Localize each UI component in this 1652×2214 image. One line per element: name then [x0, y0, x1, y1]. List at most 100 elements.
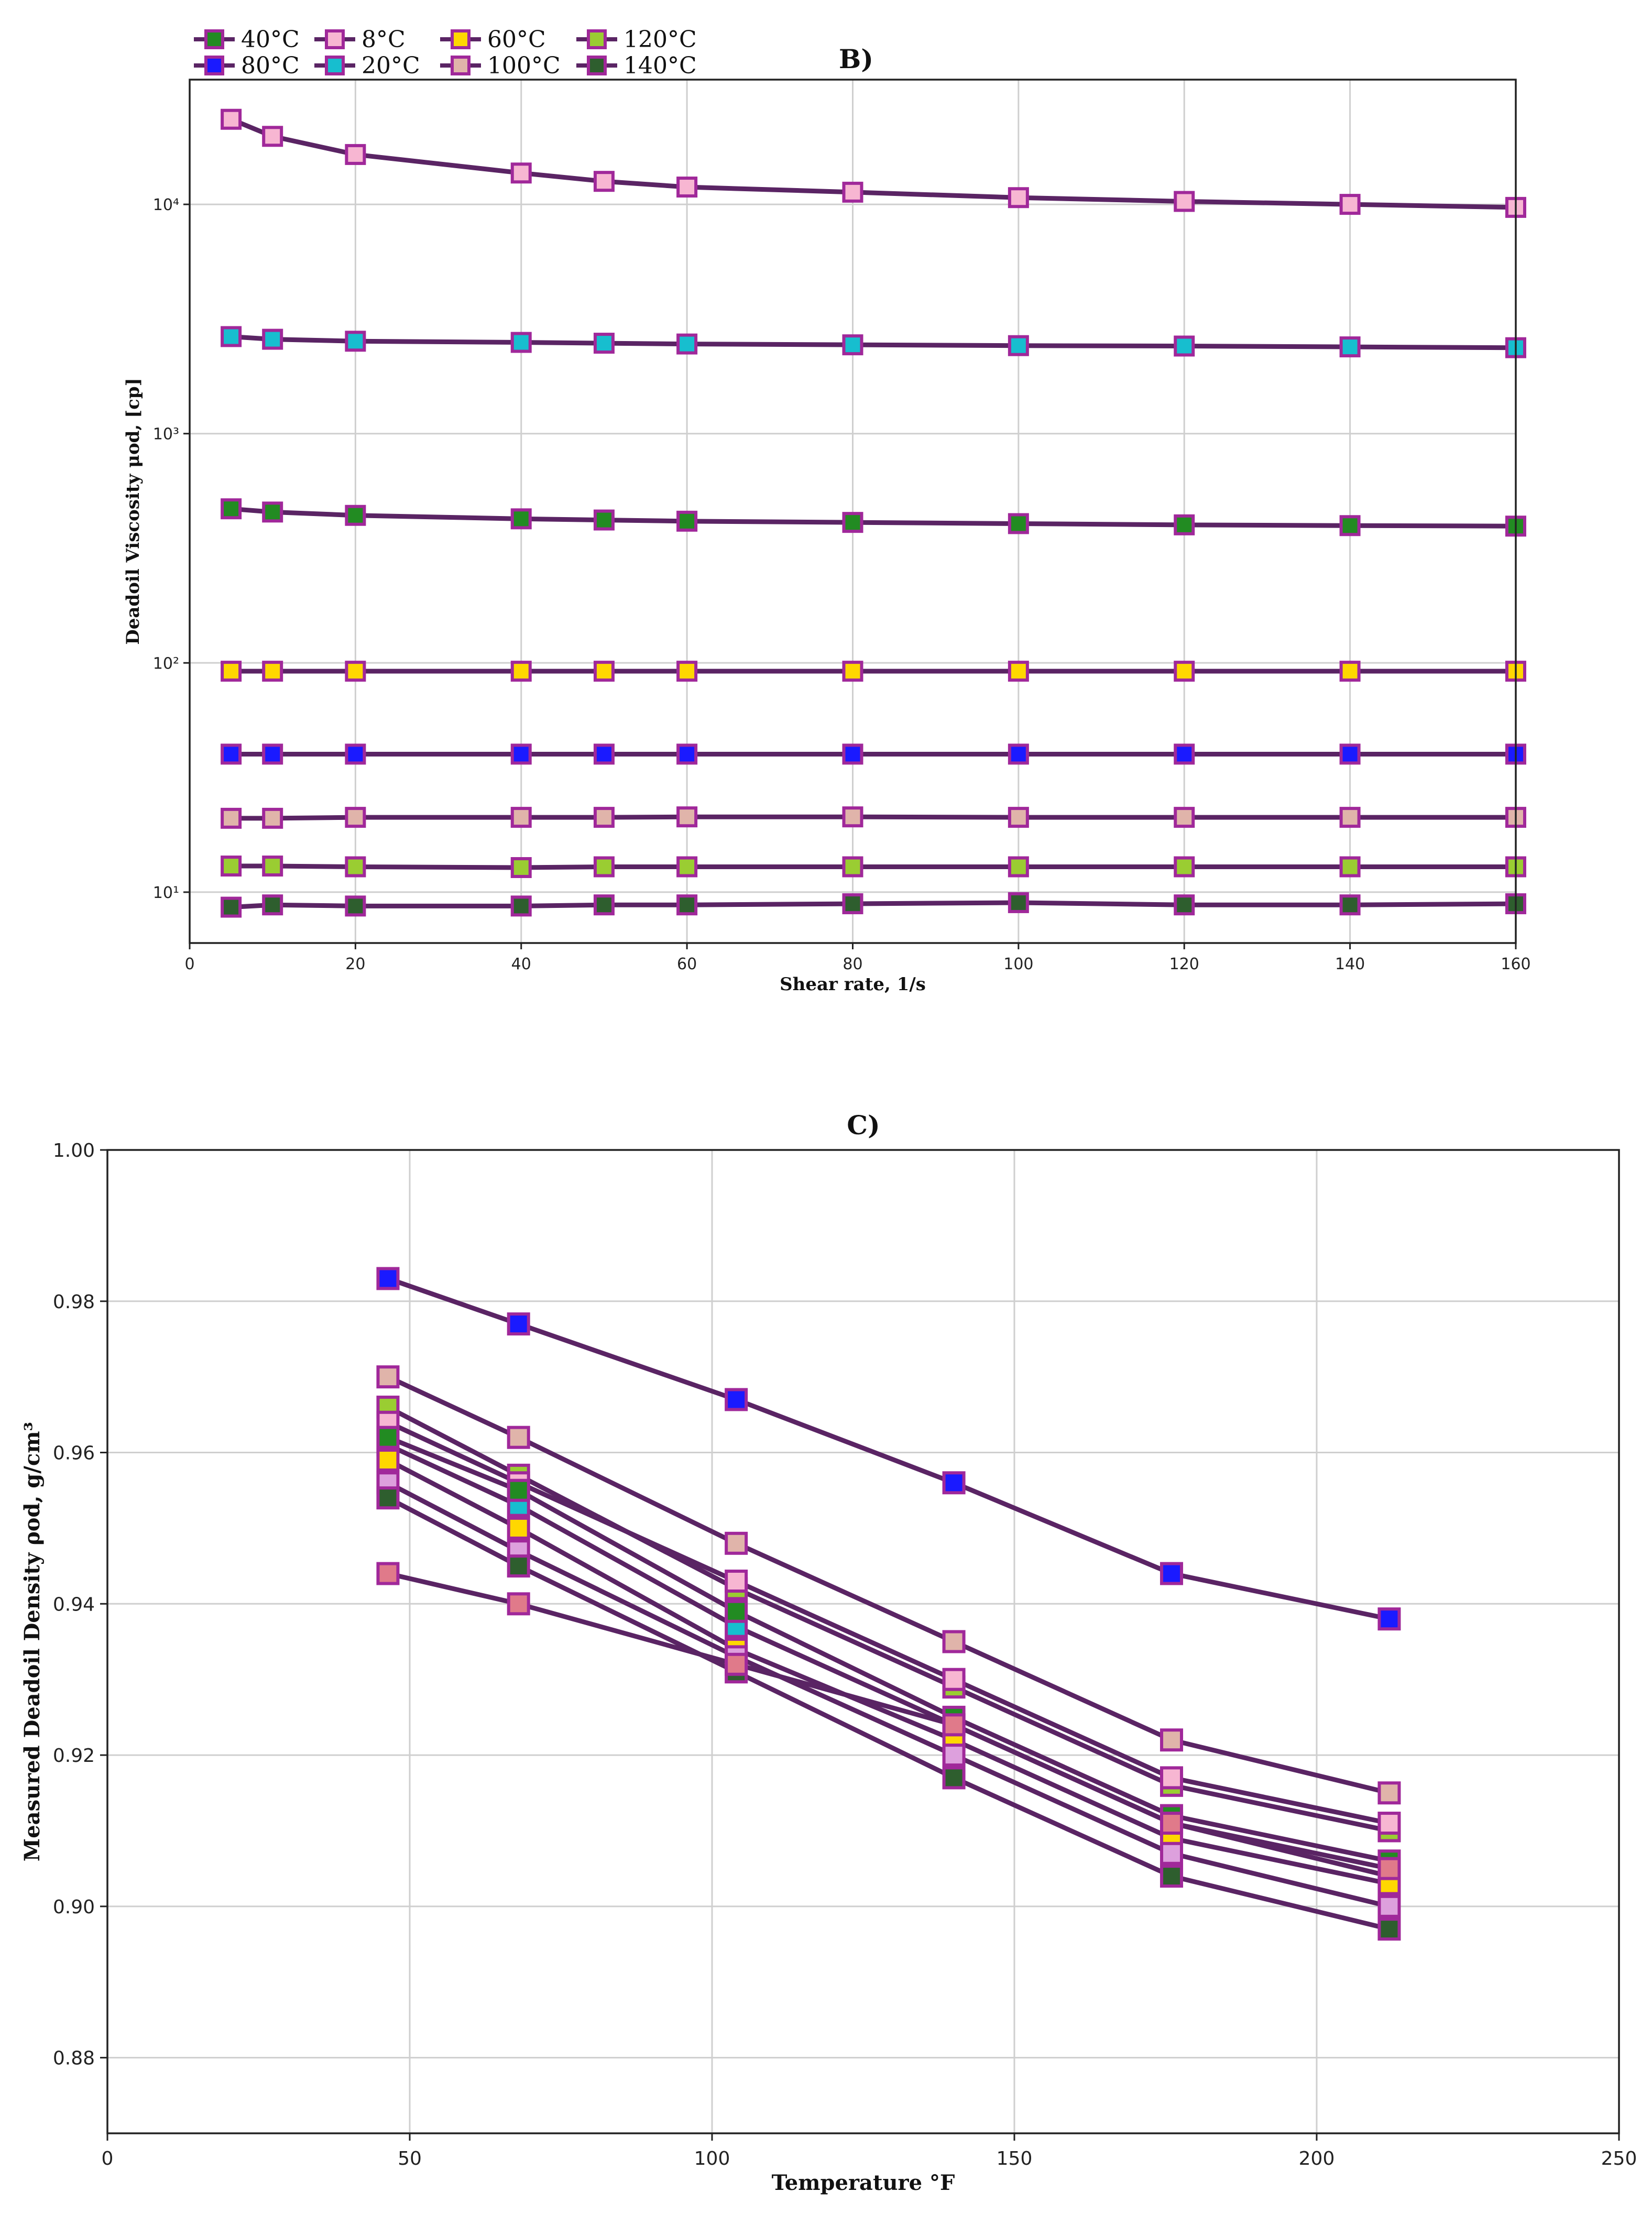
chart-b-data-point — [593, 743, 615, 765]
chart-b-legend-label: 100°C — [487, 52, 561, 79]
chart-b-legend-item: 8°C — [314, 26, 406, 53]
chart-b-data-point — [510, 332, 532, 353]
chart-b-data-point — [676, 806, 698, 828]
chart-b-data-point — [1174, 807, 1195, 828]
chart-c-y-tick-label: 0.92 — [53, 1745, 95, 1767]
chart-c-data-point — [1160, 1728, 1184, 1752]
chart-c-data-point — [1377, 1607, 1401, 1631]
chart-b-legend-swatch — [587, 56, 607, 75]
chart-b-data-point — [221, 856, 242, 877]
chart-b-data-point — [1174, 514, 1195, 535]
chart-b-data-point — [1008, 335, 1029, 356]
chart-b-legend-item: 40°C — [194, 26, 300, 53]
chart-b-legend-label: 80°C — [241, 52, 300, 79]
chart-c-data-point — [507, 1554, 530, 1578]
chart-b-data-point — [345, 743, 366, 765]
chart-c-data-point — [942, 1668, 966, 1691]
chart-c-series-line — [387, 1405, 1390, 1833]
chart-b-data-point — [842, 661, 863, 682]
chart-b-data-point — [1174, 894, 1195, 916]
chart-b-legend-swatch — [204, 29, 224, 49]
chart-c-x-tick-label: 200 — [1299, 2148, 1335, 2169]
chart-b-title: B) — [839, 43, 873, 74]
chart-b-data-point — [676, 177, 698, 198]
chart-b-data-point — [1339, 336, 1361, 358]
chart-c-data-point — [376, 1562, 400, 1585]
chart-b-data-point — [262, 743, 283, 765]
chart-b-data-point — [676, 510, 698, 532]
chart-b-data-point — [1339, 515, 1361, 536]
chart-b-x-tick-label: 140 — [1335, 955, 1365, 973]
chart-b-legend-swatch — [204, 56, 224, 75]
chart-c-series-line — [387, 1276, 1390, 1621]
chart-b-data-point — [1008, 892, 1029, 913]
chart-b-series-line — [231, 863, 1516, 870]
chart-b-data-point — [842, 893, 863, 915]
chart-b-data-point — [1008, 187, 1029, 209]
chart-c-x-tick-label: 50 — [398, 2148, 422, 2169]
chart-b-y-tick-label: 10¹ — [153, 884, 179, 902]
chart-c-data-point — [507, 1516, 530, 1540]
chart-b-legend-label: 20°C — [362, 52, 420, 79]
chart-b-data-point — [842, 181, 863, 203]
chart-b-x-tick-label: 20 — [345, 955, 365, 973]
chart-b-legend-swatch — [325, 29, 345, 49]
chart-c-title: C) — [847, 1110, 880, 1141]
chart-b-legend-label: 40°C — [241, 26, 300, 53]
chart-b-data-point — [262, 807, 283, 829]
chart-b-data-point — [593, 661, 615, 682]
chart-c-data-point — [376, 1267, 400, 1290]
chart-b-data-point — [345, 331, 366, 352]
chart-c-data-point — [1160, 1865, 1184, 1888]
chart-c-grid — [107, 1150, 1619, 2133]
chart-b-data-point — [262, 856, 283, 877]
chart-b-x-tick-label: 120 — [1169, 955, 1199, 973]
chart-c-y-tick-label: 0.88 — [53, 2048, 95, 2069]
chart-b-data-point — [262, 126, 283, 147]
chart-b-data-point — [221, 498, 242, 520]
chart-b-data-point — [221, 108, 242, 130]
chart-b-data-point — [510, 807, 532, 828]
chart-c-data-point — [376, 1426, 400, 1449]
chart-c-data-point — [942, 1713, 966, 1737]
chart-b-x-tick-label: 60 — [677, 955, 697, 973]
chart-b-legend-swatch — [451, 29, 471, 49]
chart-b-data-point — [593, 171, 615, 192]
chart-c-series-line — [387, 1435, 1390, 1864]
chart-b-y-ticks: 10¹ 10² 10³ 10⁴ — [153, 196, 190, 902]
chart-c-data-point — [725, 1599, 748, 1623]
chart-b-series-line — [231, 334, 1516, 350]
chart-b-data-point — [1174, 661, 1195, 682]
chart-b-legend-swatch — [451, 56, 471, 75]
chart-c-x-tick-label: 0 — [102, 2148, 114, 2169]
chart-c-data-point — [507, 1426, 530, 1449]
chart-b-legend-item: 60°C — [440, 26, 546, 53]
chart-b-data-point — [842, 856, 863, 878]
chart-c-data-point — [1160, 1842, 1184, 1865]
chart-b-data-point — [676, 333, 698, 355]
chart-b-data-point — [842, 743, 863, 765]
chart-c-series — [376, 1267, 1401, 1941]
chart-c-data-point — [376, 1486, 400, 1510]
chart-c-y-axis-label: Measured Deadoil Density ρod, g/cm³ — [20, 1422, 45, 1861]
chart-b-data-point — [221, 896, 242, 918]
chart-c-data-point — [1160, 1812, 1184, 1835]
chart-b-legend-swatch — [587, 29, 607, 49]
chart-b-data-point — [842, 512, 863, 533]
chart-b-data-point — [842, 334, 863, 356]
chart-b-data-point — [510, 508, 532, 530]
chart-b-data-point — [345, 505, 366, 526]
chart-c-series-line — [387, 1420, 1390, 1826]
chart-b-data-point — [510, 743, 532, 765]
chart-b-data-point — [510, 895, 532, 917]
chart-b-legend-item: 20°C — [314, 52, 420, 79]
chart-c-data-point — [507, 1478, 530, 1502]
chart-c-series-line — [387, 1496, 1390, 1932]
chart-b-data-point — [676, 661, 698, 682]
chart-b-x-tick-label: 0 — [184, 955, 194, 973]
chart-c-data-point — [725, 1388, 748, 1411]
chart-c-data-point — [376, 1365, 400, 1389]
chart-c-data-point — [1160, 1766, 1184, 1790]
chart-b-data-point — [676, 743, 698, 765]
